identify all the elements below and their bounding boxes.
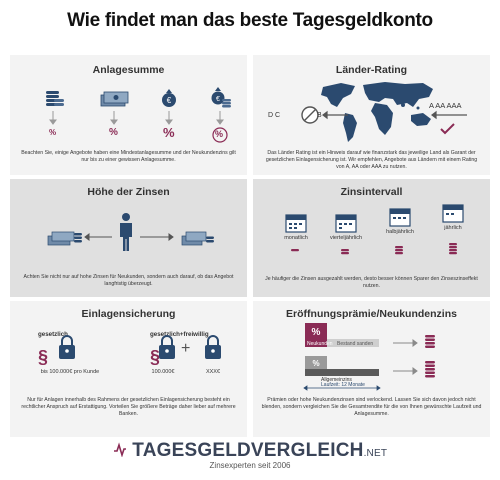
logo-tld: .NET bbox=[363, 448, 388, 459]
neukunden-label: Neukunden bbox=[307, 340, 333, 347]
world-map-icon bbox=[301, 82, 467, 142]
interval-label: monatlich bbox=[284, 235, 308, 241]
svg-text:€: € bbox=[216, 96, 220, 103]
interval-label: jährlich bbox=[444, 225, 462, 231]
panel-description: Je häufiger die Zinsen ausgezahlt werden… bbox=[265, 276, 478, 289]
panel-einlagensicherung: Einlagensicherung gesetzlich gesetzlich+… bbox=[10, 301, 247, 437]
check-icon bbox=[440, 123, 455, 135]
page-title: Wie findet man das beste Tagesgeldkonto bbox=[67, 10, 433, 31]
calendar-halfyearly-icon bbox=[389, 208, 411, 227]
panel-description: Achten Sie nicht nur auf hohe Zinsen für… bbox=[23, 274, 234, 287]
panel-hoehe-zinsen: Höhe der Zinsen bbox=[10, 179, 247, 297]
laufzeit-arrow bbox=[303, 385, 381, 391]
coin-stack-icon bbox=[46, 91, 64, 106]
percent-crossed-icon bbox=[212, 127, 228, 143]
pulse-logo-icon bbox=[113, 442, 126, 458]
arrow-icons bbox=[84, 233, 174, 241]
arrow-icons bbox=[49, 111, 224, 125]
interval-label: halbjährlich bbox=[386, 229, 414, 235]
interval-label: vierteljährlich bbox=[329, 235, 363, 241]
plus-sign: + bbox=[181, 340, 191, 357]
percent-tag-icon: % bbox=[305, 323, 327, 339]
percent-icon-small: % bbox=[49, 128, 57, 137]
lock-icon bbox=[59, 335, 75, 359]
banknotes-left-icon bbox=[47, 231, 82, 246]
info-grid: Anlagesumme € bbox=[10, 55, 490, 437]
percent-tag-grey-icon: % bbox=[305, 356, 327, 369]
panel-description: Beachten Sie, einige Angebote haben eine… bbox=[21, 150, 236, 163]
paragraph-icon: § bbox=[150, 347, 160, 367]
panel-heading: Zinsintervall bbox=[340, 186, 403, 198]
coin-stacks-icon bbox=[425, 335, 435, 378]
prohibited-icon bbox=[301, 106, 319, 124]
label-gesetzlich: gesetzlich bbox=[38, 331, 68, 338]
panel-zinsintervall: Zinsintervall bbox=[253, 179, 490, 297]
neukunden-bar bbox=[305, 339, 379, 347]
laufzeit-label: Laufzeit: 12 Monate bbox=[321, 381, 365, 388]
lock-icon bbox=[205, 335, 221, 359]
panel-description: Das Länder Rating ist ein Hinweis darauf… bbox=[265, 150, 478, 170]
hoehe-zinsen-icons bbox=[47, 213, 214, 251]
label-gesetzlich-freiwillig: gesetzlich+freiwillig bbox=[150, 331, 209, 338]
person-icon bbox=[120, 213, 132, 251]
rating-high-label: A AA AAA bbox=[429, 101, 462, 110]
calendar-icons bbox=[285, 204, 464, 255]
arrow-icons bbox=[393, 339, 418, 375]
bestand-label: Bestand sanden bbox=[337, 340, 374, 347]
money-bag-coins-icon: € bbox=[211, 87, 231, 108]
calendar-quarterly-icon bbox=[335, 214, 357, 233]
percent-icon-medium: % bbox=[109, 127, 118, 138]
logo-name: TAGESGELDVERGLEICH bbox=[132, 440, 364, 461]
panel-anlagesumme: Anlagesumme € bbox=[10, 55, 247, 175]
eroeffnung-icons: % % bbox=[303, 323, 435, 391]
logo-tagline: Zinsexperten seit 2006 bbox=[209, 461, 291, 470]
rating-low-label: D C bbox=[268, 112, 281, 119]
panel-description: Nur für Anlagen innerhalb des Rahmens de… bbox=[21, 397, 236, 417]
paragraph-icon: § bbox=[38, 347, 48, 367]
panel-heading: Anlagesumme bbox=[92, 64, 165, 76]
lock-icon bbox=[159, 335, 175, 359]
neukunden-bar-accent bbox=[305, 339, 327, 347]
percent-icon-large: % bbox=[163, 125, 175, 140]
calendar-yearly-icon bbox=[442, 204, 464, 223]
allgemein-label: Allgemeinzins bbox=[321, 377, 352, 383]
banknotes-right-icon bbox=[181, 231, 214, 246]
panel-laender-rating: Länder-Rating D bbox=[253, 55, 490, 175]
panel-heading: Länder-Rating bbox=[335, 64, 408, 76]
panel-description: Prämien oder hohe Neukundenzinsen sind v… bbox=[261, 397, 482, 417]
panel-heading: Einlagensicherung bbox=[81, 308, 176, 320]
amount-right: XXX€ bbox=[205, 369, 221, 375]
panel-eroeffnungspraemie: Eröffnungsprämie/Neukundenzins % % bbox=[253, 301, 490, 437]
calendar-monthly-icon bbox=[285, 214, 307, 233]
percent-icon-crossed: % bbox=[215, 129, 224, 139]
rating-b-label: B bbox=[317, 112, 322, 119]
money-bag-icon: € bbox=[162, 89, 176, 107]
anlagesumme-icons: € € bbox=[46, 87, 231, 143]
panel-heading: Eröffnungsprämie/Neukundenzins bbox=[286, 308, 457, 320]
arrow-icons bbox=[322, 110, 467, 120]
banknotes-icon bbox=[100, 91, 129, 107]
panel-heading: Höhe der Zinsen bbox=[87, 186, 170, 198]
coin-stacks-icon bbox=[291, 243, 457, 255]
brand-logo: TAGESGELDVERGLEICH.NET Zinsexperten seit… bbox=[0, 440, 500, 470]
allgemein-bar bbox=[305, 369, 379, 376]
svg-text:%: % bbox=[312, 327, 321, 338]
svg-text:%: % bbox=[312, 359, 319, 368]
amount-left: bis 100.000€ pro Kunde bbox=[40, 369, 100, 375]
einlagensicherung-icons: § § bbox=[38, 335, 221, 367]
svg-text:€: € bbox=[167, 96, 172, 105]
amount-mid: 100.000€ bbox=[151, 369, 175, 375]
